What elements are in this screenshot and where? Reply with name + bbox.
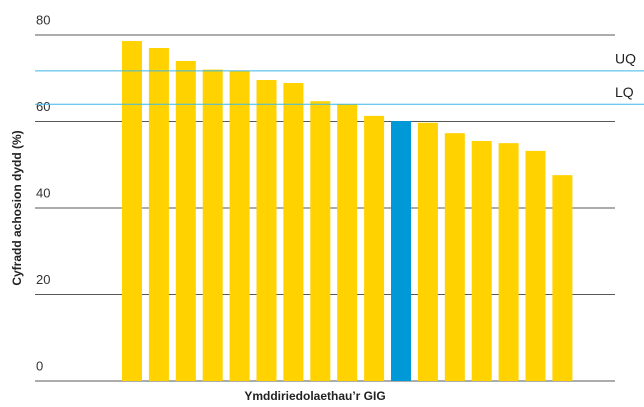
bar	[552, 175, 573, 381]
bar	[444, 133, 465, 381]
bar	[148, 47, 169, 381]
bar	[310, 101, 331, 382]
y-tick-label: 60	[36, 99, 50, 114]
bar	[175, 60, 196, 381]
bar	[256, 79, 277, 381]
reference-label: LQ	[615, 84, 634, 100]
bar	[391, 121, 411, 381]
bar	[498, 143, 519, 381]
y-axis-label: Cyfradd achosion dydd (%)	[10, 130, 24, 285]
bar	[122, 41, 142, 382]
y-tick-label: 0	[36, 358, 43, 373]
y-tick-label: 40	[36, 185, 50, 200]
bar	[417, 122, 438, 382]
bar	[525, 150, 546, 381]
x-axis-label: Ymddiriedolaethau’r GIG	[244, 389, 385, 403]
bar	[471, 140, 492, 381]
bar	[364, 115, 385, 381]
bar	[229, 70, 250, 382]
y-tick-label: 80	[36, 12, 50, 27]
bar	[202, 69, 223, 381]
reference-label: UQ	[615, 51, 636, 67]
bar	[337, 104, 358, 381]
bar	[283, 83, 304, 381]
y-tick-label: 20	[36, 272, 50, 287]
